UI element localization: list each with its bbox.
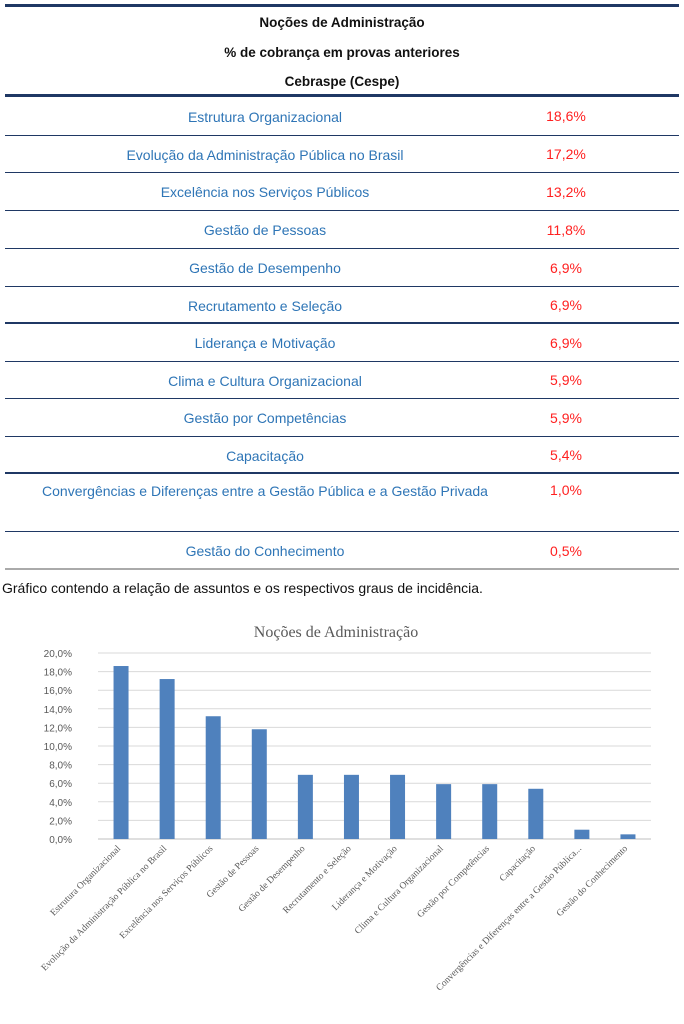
topic-label: Clima e Cultura Organizacional xyxy=(168,372,362,389)
bar xyxy=(436,784,452,839)
topic-percentage: 13,2% xyxy=(546,183,586,200)
chart-caption: Gráfico contendo a relação de assuntos e… xyxy=(2,580,483,596)
bar xyxy=(113,666,129,839)
bar xyxy=(343,774,359,839)
topic-percentage: 6,9% xyxy=(550,259,582,276)
y-tick-label: 2,0% xyxy=(49,816,72,827)
chart-title: Noções de Administração xyxy=(254,624,418,641)
topic-label: Estrutura Organizacional xyxy=(187,108,343,125)
bar xyxy=(574,829,590,839)
y-tick-label: 8,0% xyxy=(49,761,72,772)
topic-percentage: 5,9% xyxy=(550,372,582,388)
table-subtitle: % de cobrança em provas anteriores xyxy=(224,45,460,60)
bar-chart: Noções de Administração 0,0% 2,0% 4,0% 6,0% 8… xyxy=(40,624,651,993)
topic-label: Gestão de Pessoas xyxy=(203,222,327,238)
topic-label: Capacitação xyxy=(226,447,304,464)
topic-percentage: 6,9% xyxy=(550,334,582,351)
table-row: Clima e Cultura Organizacional 5,9% xyxy=(5,362,679,399)
table-row: Gestão de Pessoas 11,8% xyxy=(5,211,679,249)
bar xyxy=(159,679,175,839)
y-tick-label: 18,0% xyxy=(44,668,72,679)
topic-percentage: 11,8% xyxy=(546,221,586,238)
table-row: Estrutura Organizacional 18,6% xyxy=(5,97,679,136)
bar xyxy=(390,774,406,839)
bar xyxy=(251,729,267,839)
y-tick-label: 12,0% xyxy=(44,723,72,734)
table-header: Noções de Administração % de cobrança em… xyxy=(5,4,679,97)
topic-percentage: 17,2% xyxy=(546,146,586,162)
table-row: Gestão por Competências 5,9% xyxy=(5,399,679,437)
table-row: Excelência nos Serviços Públicos 13,2% xyxy=(5,173,679,211)
topic-label: Evolução da Administração Pública no Bra… xyxy=(126,146,404,163)
y-tick-label: 20,0% xyxy=(44,649,72,660)
table-row: Gestão do Conhecimento 0,5% xyxy=(5,532,679,570)
topic-label: Gestão de Desempenho xyxy=(189,260,341,276)
incidence-table: Estrutura Organizacional 18,6% Evolução da… xyxy=(5,97,679,570)
topic-percentage: 5,9% xyxy=(550,409,582,426)
topic-percentage: 6,9% xyxy=(550,297,582,313)
topic-percentage: 0,5% xyxy=(550,542,582,559)
x-tick-label: Excelência nos Serviços Públicos xyxy=(118,844,215,941)
topic-label: Liderança e Motivação xyxy=(194,335,336,351)
bar xyxy=(528,788,544,839)
bar xyxy=(620,834,636,839)
y-tick-label: 10,0% xyxy=(44,742,72,753)
table-row: Convergências e Diferenças entre a Gestã… xyxy=(5,474,679,532)
y-tick-label: 0,0% xyxy=(49,835,72,846)
table-row: Recrutamento e Seleção 6,9% xyxy=(5,287,679,324)
table-row: Gestão de Desempenho 6,9% xyxy=(5,249,679,287)
table-row: Evolução da Administração Pública no Bra… xyxy=(5,136,679,173)
topic-label: Excelência nos Serviços Públicos xyxy=(160,184,370,200)
bar xyxy=(297,774,313,839)
topic-percentage: 18,6% xyxy=(546,108,586,124)
y-tick-label: 6,0% xyxy=(49,779,72,790)
x-tick-label: Clima e Cultura Organizacional xyxy=(353,844,446,937)
bar xyxy=(482,784,498,839)
topic-label: Convergências e Diferenças entre a Gestã… xyxy=(42,483,488,499)
table-source: Cebraspe (Cespe) xyxy=(284,74,400,89)
bar xyxy=(205,716,221,839)
topic-percentage: 1,0% xyxy=(550,482,582,498)
table-row: Capacitação 5,4% xyxy=(5,437,679,474)
topic-label: Recrutamento e Seleção xyxy=(187,297,343,314)
topic-label: Gestão por Competências xyxy=(183,410,347,426)
y-tick-label: 14,0% xyxy=(44,705,72,716)
topic-percentage: 5,4% xyxy=(550,447,582,463)
table-row: Liderança e Motivação 6,9% xyxy=(5,324,679,362)
y-tick-label: 4,0% xyxy=(49,798,72,809)
x-tick-label: Capacitação xyxy=(498,844,538,884)
table-title: Noções de Administração xyxy=(259,15,425,30)
y-tick-label: 16,0% xyxy=(44,686,72,697)
topic-label: Gestão do Conhecimento xyxy=(185,543,345,559)
